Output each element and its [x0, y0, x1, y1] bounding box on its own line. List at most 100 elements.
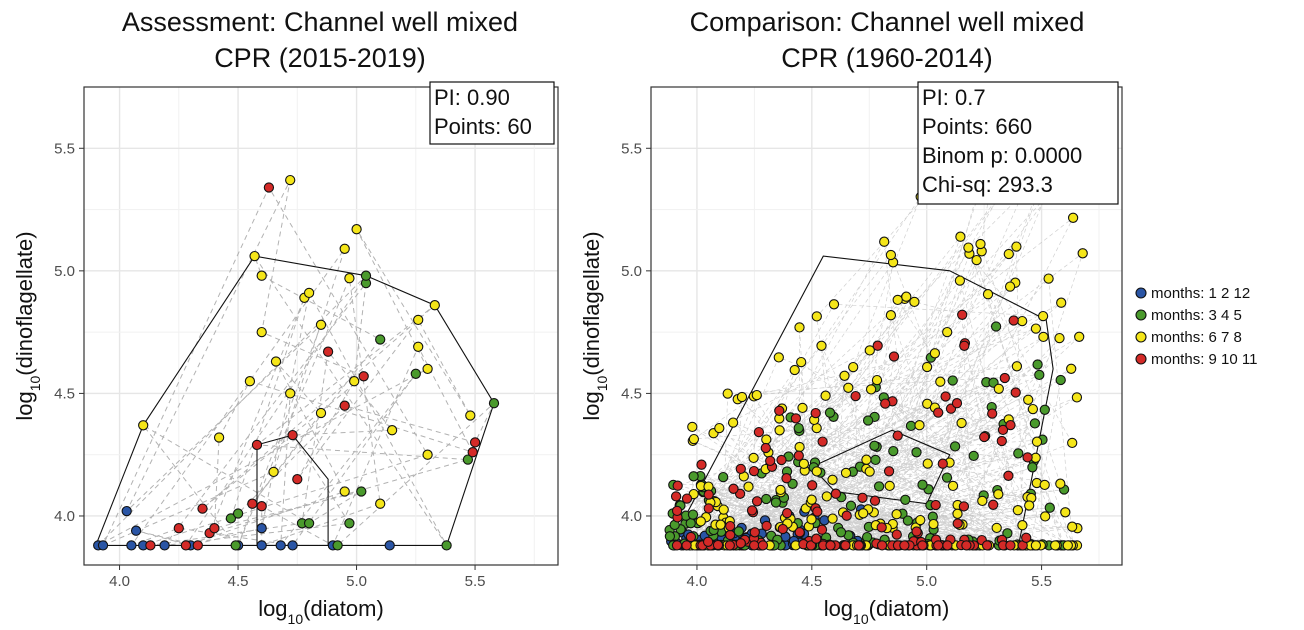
data-point [469, 437, 481, 448]
data-point [1027, 462, 1038, 473]
data-point [736, 391, 748, 403]
data-point [959, 340, 970, 351]
data-point [138, 420, 149, 431]
data-point [97, 540, 109, 551]
data-point [724, 540, 735, 551]
data-point [462, 454, 474, 465]
data-point [807, 480, 818, 491]
data-point [777, 523, 788, 535]
data-point [827, 474, 838, 485]
data-point [917, 479, 928, 490]
data-point [850, 390, 861, 402]
data-point [1067, 437, 1078, 449]
data-point [793, 450, 804, 461]
data-point [794, 322, 805, 333]
data-point [718, 504, 729, 515]
data-point [888, 351, 900, 362]
data-point [864, 466, 875, 477]
data-point [344, 273, 355, 284]
data-point [1027, 403, 1039, 415]
data-point [1023, 394, 1034, 405]
data-point [885, 249, 897, 261]
data-point [360, 270, 372, 281]
data-point [702, 536, 714, 547]
grid [84, 87, 558, 565]
data-point [1038, 331, 1049, 343]
data-point [1066, 363, 1077, 374]
data-point [733, 526, 744, 537]
data-point [781, 507, 793, 519]
data-point [1056, 297, 1067, 308]
x-axis-label: log10(diatom) [258, 596, 384, 627]
data-point [1008, 315, 1019, 326]
legend: months: 1 2 12 months: 3 4 5 months: 6 7 8… [1135, 285, 1257, 368]
data-point [979, 431, 990, 443]
data-point [922, 458, 933, 469]
data-point [1040, 511, 1051, 522]
data-point [909, 296, 920, 308]
data-point [1005, 419, 1016, 431]
data-point [865, 384, 877, 395]
data-point [213, 432, 225, 443]
data-point [915, 514, 926, 526]
data-point [748, 465, 760, 477]
outer-envelope [95, 255, 495, 546]
data-point [883, 466, 895, 477]
data-point [952, 508, 963, 519]
data-point [853, 540, 864, 551]
data-point [751, 389, 762, 401]
data-point [695, 516, 706, 527]
data-point [757, 540, 769, 551]
data-point [126, 540, 137, 551]
x-tick-label: 5.0 [916, 573, 937, 590]
y-axis-label: log10(dinoflagellate) [579, 231, 610, 420]
data-point [999, 372, 1010, 384]
data-point [671, 505, 683, 517]
data-point [303, 287, 315, 299]
data-point [811, 533, 822, 544]
data-point [864, 345, 875, 356]
stats-box [917, 81, 1119, 205]
data-point [332, 540, 343, 551]
data-point [339, 243, 350, 254]
data-point [256, 523, 267, 534]
y-tick-label: 4.5 [621, 385, 642, 402]
data-point [749, 527, 760, 538]
data-point [285, 388, 296, 399]
data-point [422, 363, 433, 375]
data-point [820, 390, 831, 401]
data-point [1022, 452, 1033, 463]
data-point [793, 422, 804, 434]
data-point [825, 540, 836, 551]
data-point [735, 538, 746, 549]
data-point [315, 407, 327, 419]
data-point [902, 515, 914, 526]
data-point [937, 458, 948, 469]
data-point [1074, 331, 1085, 342]
data-point [441, 540, 452, 551]
data-point [671, 540, 683, 551]
data-point [858, 508, 869, 519]
data-point [687, 509, 699, 520]
data-point [870, 454, 881, 466]
data-point [688, 471, 699, 482]
data-point [696, 459, 707, 470]
data-point [159, 540, 170, 551]
data-point [1044, 502, 1055, 513]
data-point [1032, 359, 1043, 370]
data-point [790, 413, 802, 424]
data-point [251, 439, 263, 451]
x-tick-label: 4.5 [801, 573, 822, 590]
data-point [892, 294, 903, 306]
data-point [130, 525, 142, 536]
data-point [1030, 323, 1042, 334]
data-point [303, 518, 315, 529]
data-point [775, 484, 786, 496]
data-point [869, 440, 880, 451]
data-point [1024, 500, 1035, 511]
data-point [797, 402, 808, 414]
data-point [774, 405, 785, 416]
stats-text: Points: 660 [922, 114, 1032, 139]
data-point [760, 442, 771, 454]
